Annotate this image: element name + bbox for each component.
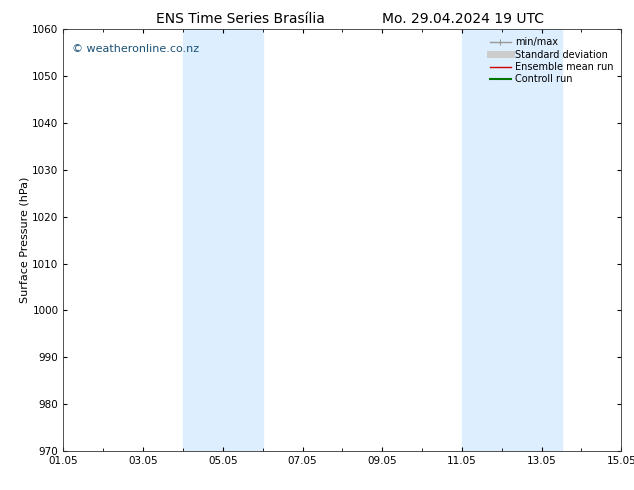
Text: Mo. 29.04.2024 19 UTC: Mo. 29.04.2024 19 UTC — [382, 12, 544, 26]
Bar — [183, 29, 262, 451]
Y-axis label: Surface Pressure (hPa): Surface Pressure (hPa) — [20, 177, 30, 303]
Legend: min/max, Standard deviation, Ensemble mean run, Controll run: min/max, Standard deviation, Ensemble me… — [487, 34, 616, 87]
Text: ENS Time Series Brasília: ENS Time Series Brasília — [157, 12, 325, 26]
Text: © weatheronline.co.nz: © weatheronline.co.nz — [72, 44, 199, 54]
Bar — [462, 29, 562, 451]
